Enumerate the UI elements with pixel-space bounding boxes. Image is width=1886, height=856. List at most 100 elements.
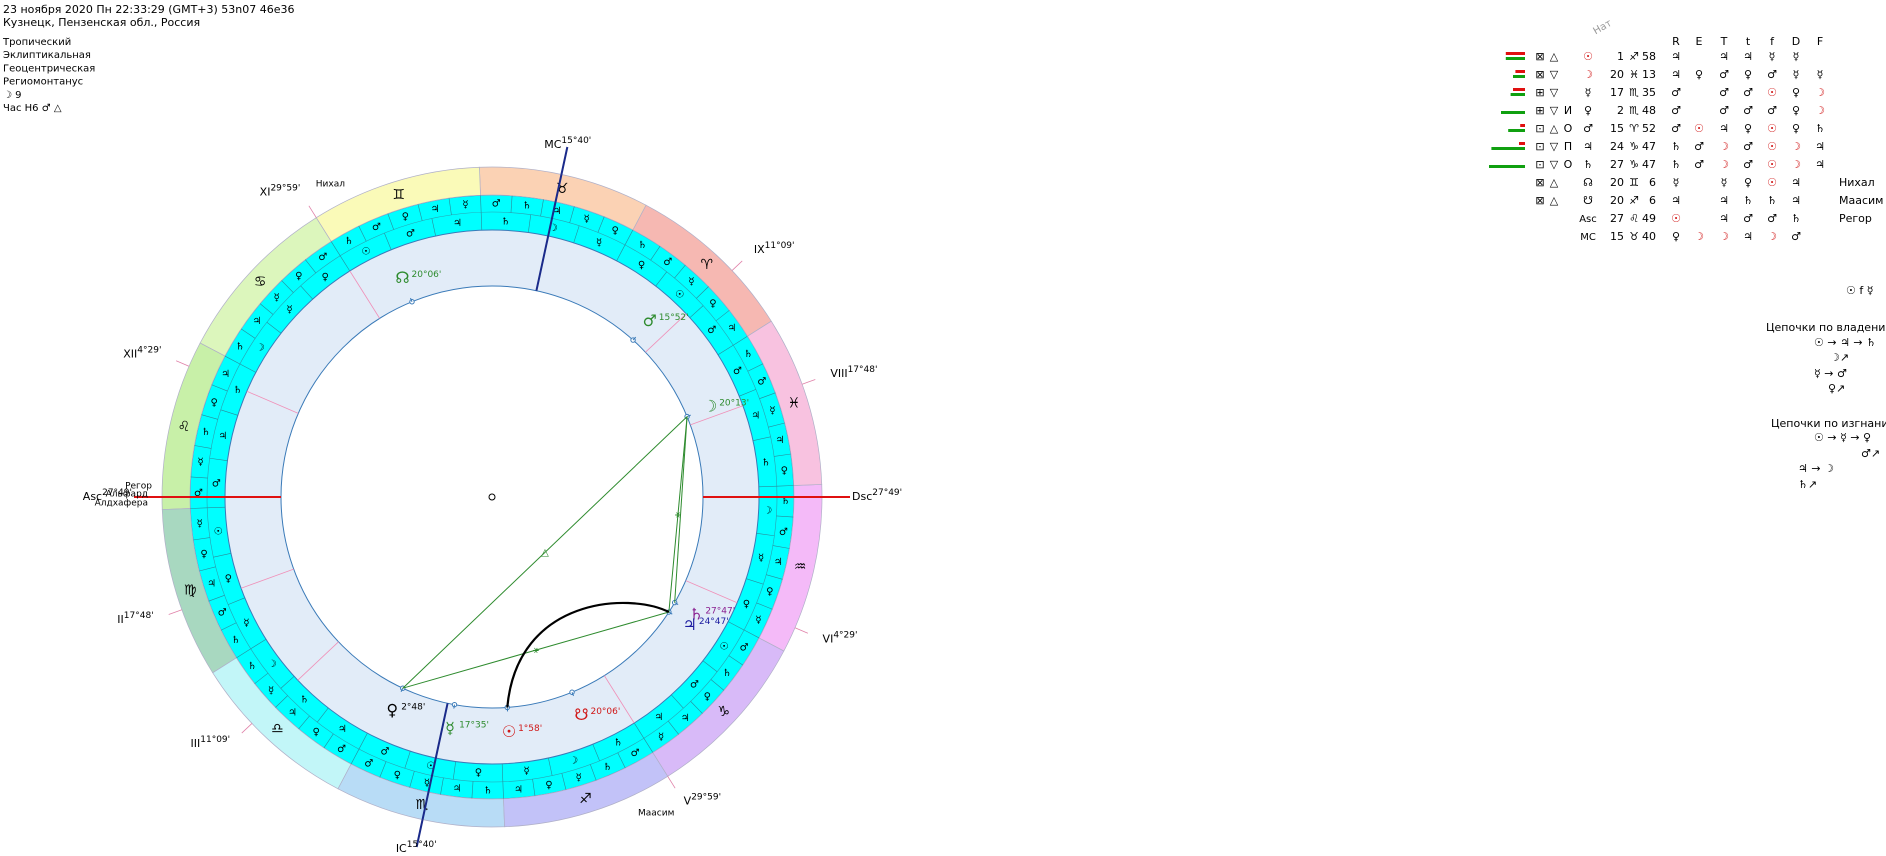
decan-glyph: ☉ [426, 761, 435, 772]
decan-glyph: ♄ [501, 216, 510, 227]
term-separator [323, 733, 334, 749]
decan-glyph: ♄ [614, 738, 623, 749]
term-separator [710, 679, 725, 691]
decan-glyph: ♂ [212, 478, 221, 489]
house-label: III11°09' [191, 735, 231, 751]
chain-line: ♄↗ [1798, 478, 1817, 491]
term-glyph: ♀ [402, 212, 409, 223]
row-star: Нихал [1839, 176, 1875, 189]
term-separator [236, 648, 251, 659]
term-separator [774, 453, 791, 457]
term-separator [597, 216, 605, 233]
term-separator [776, 515, 794, 518]
term-glyph: ♃ [514, 784, 523, 795]
term-separator [193, 537, 210, 541]
chain-line: ☽↗ [1830, 351, 1849, 364]
row-icon: △ [1550, 50, 1559, 63]
decan-glyph: ☿ [758, 553, 764, 564]
aspect-line [402, 416, 688, 689]
term-glyph: ♃ [681, 713, 690, 724]
aspect-line [674, 416, 688, 603]
decan-separator [207, 506, 226, 509]
row-icon: ⊠ [1535, 194, 1544, 207]
term-glyph: ♂ [740, 642, 749, 653]
term-separator [220, 622, 237, 631]
house-cusp-tick [731, 260, 743, 271]
term-separator [510, 195, 513, 213]
row-planet: ♃ [1583, 140, 1593, 153]
decan-separator [339, 255, 351, 272]
house-number: IC [396, 842, 407, 855]
row-cell: ♂ [1719, 86, 1729, 99]
house-label: MC15°40' [544, 136, 591, 152]
row-sign: ♓ [1629, 68, 1639, 81]
info-line: Тропический [2, 37, 71, 48]
house-cusp-tick [241, 723, 253, 734]
row-cell: ♀ [1792, 104, 1800, 117]
strength-red [1515, 70, 1525, 73]
decan-separator [689, 305, 704, 318]
planet-tick [453, 704, 456, 709]
row-star: Маасим [1839, 194, 1883, 207]
term-separator [715, 310, 730, 322]
row-icon: ▽ [1550, 104, 1559, 117]
term-glyph: ☿ [584, 214, 590, 225]
aspect-arc [506, 601, 670, 708]
decan-glyph: ♃ [751, 410, 760, 421]
term-glyph: ☿ [197, 519, 203, 530]
term-separator [199, 566, 216, 572]
decan-glyph: ♄ [761, 457, 770, 468]
term-glyph: ♃ [431, 204, 440, 215]
aspect-symbol: △ [541, 547, 549, 558]
house-number: VIII [830, 367, 847, 380]
term-glyph: ♃ [727, 323, 736, 334]
row-icon: ⊠ [1535, 68, 1544, 81]
house-cusp-tick [175, 360, 190, 367]
term-glyph: ♄ [722, 668, 731, 679]
row-cell: ☽ [1719, 230, 1729, 243]
row-cell: ♂ [1671, 86, 1681, 99]
term-glyph: ♃ [288, 707, 297, 718]
decan-separator [752, 436, 771, 441]
row-icon: ⊡ [1535, 158, 1544, 171]
strength-green [1491, 147, 1525, 150]
row-planet: ♀ [1584, 104, 1592, 117]
house-degree: 4°29' [833, 630, 857, 640]
house-number: XI [260, 185, 271, 198]
row-cell: ♂ [1719, 104, 1729, 117]
star-name: Регор [125, 482, 152, 492]
term-separator [540, 199, 544, 217]
row-cell: ☿ [1793, 68, 1800, 81]
row-icon: ▽ [1550, 158, 1559, 171]
planet-glyph: ☽ [703, 397, 717, 416]
house-cusp-tick [667, 776, 676, 789]
term-separator [330, 241, 341, 256]
row-cell: ♃ [1791, 176, 1801, 189]
row-cell: ☿ [1721, 176, 1728, 189]
house-cusp-tick [794, 627, 809, 634]
planet-glyph: ☊ [395, 268, 409, 287]
term-separator [733, 335, 748, 346]
row-cell: ♃ [1719, 212, 1729, 225]
planet-tick [674, 602, 679, 606]
row-sign: ♐ [1629, 50, 1639, 63]
row-cell: ♂ [1694, 140, 1704, 153]
row-cell: ☿ [1817, 68, 1824, 81]
row-minutes: 49 [1642, 212, 1656, 225]
chain-line: ♀↗ [1828, 382, 1845, 395]
row-cell: ♄ [1671, 140, 1681, 153]
house-cusp [645, 313, 687, 353]
decan-separator [671, 694, 684, 709]
decan-separator [227, 597, 245, 605]
row-cell: ♃ [1791, 194, 1801, 207]
chain-line: ♃ → ☽ [1798, 462, 1834, 475]
term-glyph: ☿ [658, 732, 664, 743]
row-icon: ⊠ [1535, 176, 1544, 189]
row-icon: ▽ [1550, 86, 1559, 99]
term-glyph: ♃ [453, 783, 462, 794]
house-label: VIII17°48' [830, 364, 877, 380]
sign-glyph: ♊ [392, 187, 405, 203]
term-glyph: ♀ [781, 465, 788, 476]
info-line: Час Н6 ♂ △ [3, 103, 62, 114]
header-place: Кузнецк, Пензенская обл., Россия [3, 16, 200, 29]
